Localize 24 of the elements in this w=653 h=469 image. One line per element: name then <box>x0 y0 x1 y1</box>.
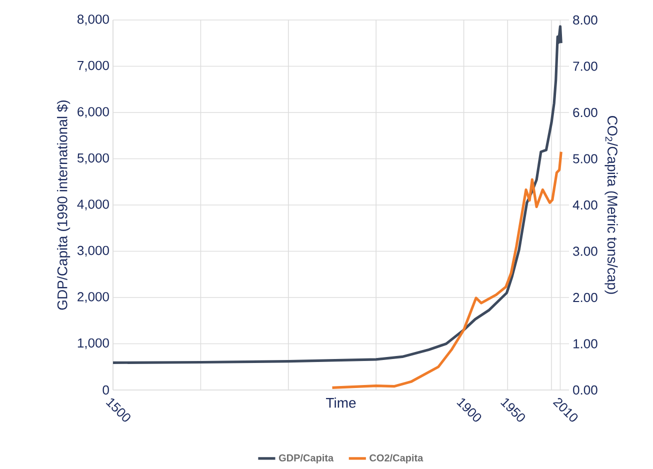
y-tick-label: 4,000 <box>77 200 109 210</box>
y-tick-label: 2,000 <box>78 292 109 303</box>
y-tick-label: 6,000 <box>78 107 109 118</box>
y-tick-label: 5,000 <box>77 153 109 164</box>
y-axis-title: GDP/Capita (1990 international $) <box>56 100 70 310</box>
y2-tick-label: 1.00 <box>574 339 598 348</box>
y2-tick-label: 3.00 <box>573 246 598 256</box>
y-tick-label: 1,000 <box>78 338 109 350</box>
y2-tick-label: 7.00 <box>573 62 598 71</box>
y-tick-label: 8,000 <box>78 14 109 26</box>
legend-label: CO2/Capita <box>370 454 424 464</box>
y-tick-label: 0 <box>102 385 109 395</box>
y2-axis-title: CO$_{2}$/Capita (Metric tons/cap) <box>604 116 618 294</box>
y2-tick-label: 4.00 <box>572 200 598 210</box>
y-tick-label: 7,000 <box>78 60 109 72</box>
y2-tick-label: 2.00 <box>573 292 598 302</box>
y-tick-label: 3,000 <box>77 246 109 257</box>
legend-label: GDP/Capita <box>278 454 334 464</box>
y2-tick-label: 8.00 <box>573 15 598 25</box>
line-series <box>330 150 562 389</box>
y2-tick-label: 6.00 <box>573 108 598 118</box>
y2-tick-label: 0.00 <box>573 385 598 395</box>
y2-tick-label: 5.00 <box>573 154 598 164</box>
x-axis-title: Time <box>326 398 356 408</box>
